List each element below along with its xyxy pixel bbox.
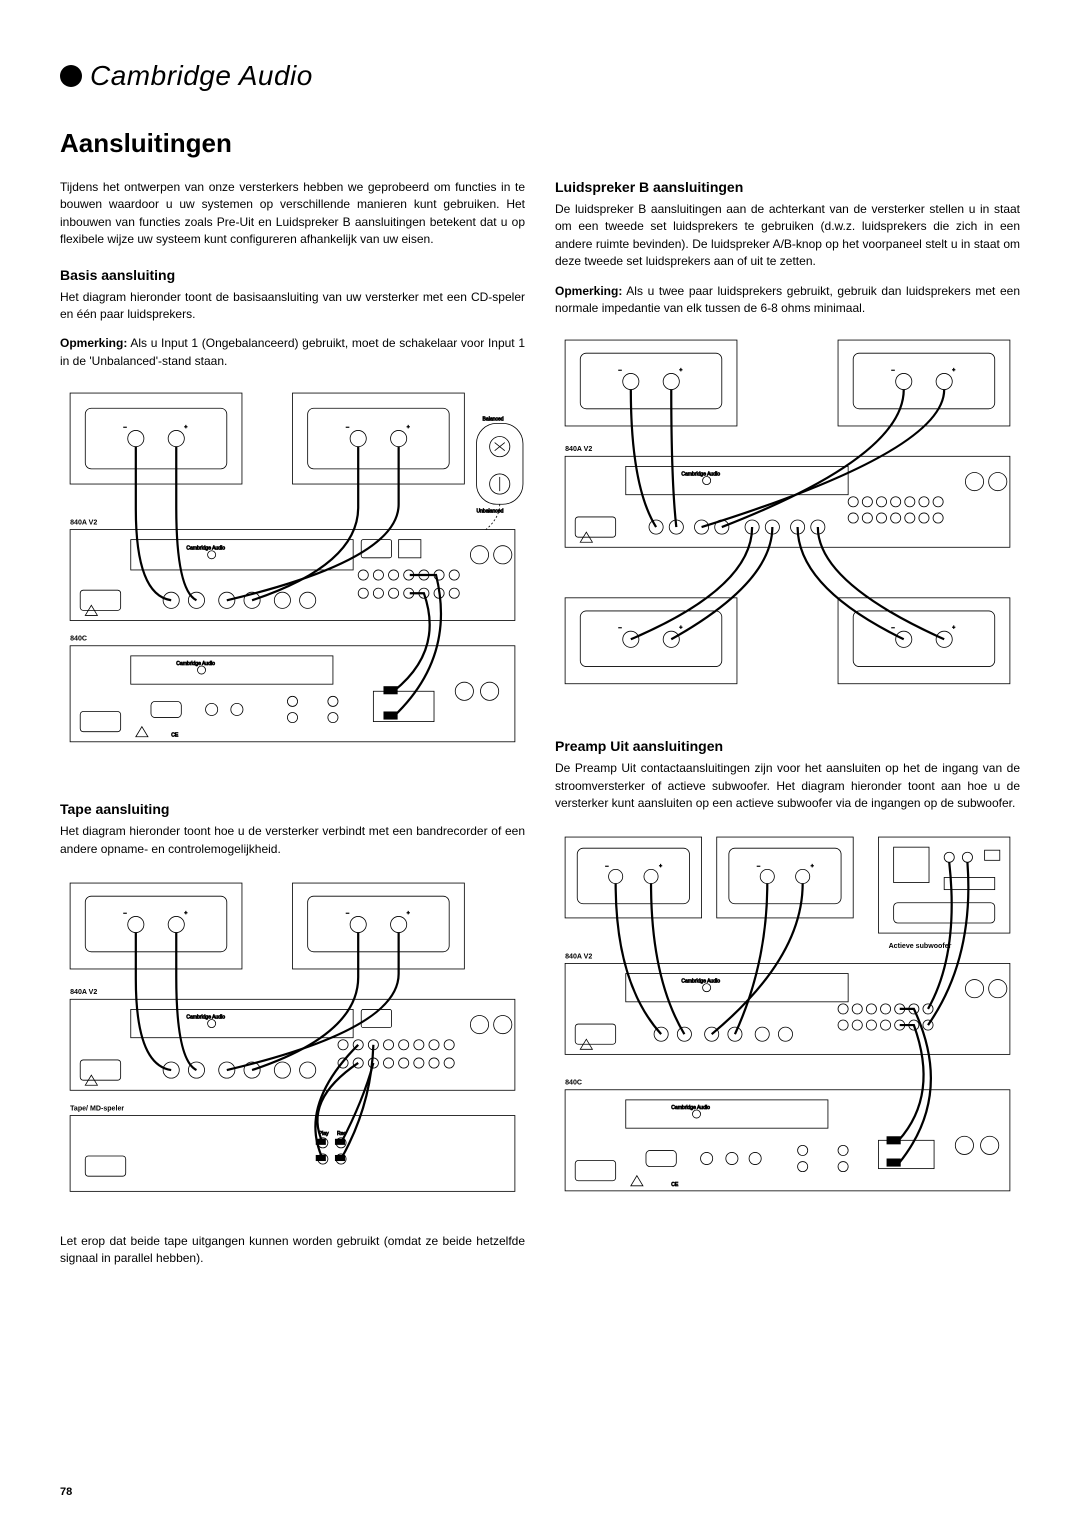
svg-text:+: + [407,425,410,431]
svg-text:CE: CE [671,1182,679,1188]
brand-name: Cambridge Audio [90,60,313,92]
tape-body: Het diagram hieronder toont hoe u de ver… [60,823,525,858]
basis-note-text: Als u Input 1 (Ongebalanceerd) gebruikt,… [60,336,525,367]
preamp-diagram: – + – + Actieve subwoofer 840A V2 [555,832,1020,1226]
svg-text:+: + [407,910,410,916]
speakerb-note-text: Als u twee paar luidsprekers gebruikt, g… [555,284,1020,315]
svg-text:–: – [124,425,127,431]
svg-text:Cambridge Audio: Cambridge Audio [681,472,720,478]
intro-paragraph: Tijdens het ontwerpen van onze versterke… [60,179,525,249]
svg-text:Cambridge Audio: Cambridge Audio [176,661,215,667]
svg-text:–: – [619,626,622,632]
cd-label-2: 840C [565,1080,582,1087]
svg-text:–: – [346,425,349,431]
svg-text:+: + [679,368,682,374]
amp-label-4: 840A V2 [565,954,592,961]
speakerb-diagram: – + – + 840A V2 Cambridge Audio [555,335,1020,699]
brand-logo-dot [60,65,82,87]
svg-text:–: – [124,910,127,916]
svg-text:+: + [952,368,955,374]
balanced-label: Balanced [483,416,504,422]
svg-text:Cambridge Audio: Cambridge Audio [681,979,720,985]
svg-text:Cambridge Audio: Cambridge Audio [671,1105,710,1111]
page-number: 78 [60,1486,72,1498]
two-column-layout: Tijdens het ontwerpen van onze versterke… [60,179,1020,1279]
svg-text:–: – [892,626,895,632]
svg-text:+: + [811,864,814,870]
svg-text:Cambridge Audio: Cambridge Audio [186,1014,225,1020]
svg-text:+: + [952,626,955,632]
svg-text:+: + [184,910,187,916]
page-title: Aansluitingen [60,128,1020,159]
speakerb-body: De luidspreker B aansluitingen aan de ac… [555,201,1020,271]
basis-body: Het diagram hieronder toont de basisaans… [60,289,525,324]
basis-note-label: Opmerking: [60,336,127,350]
svg-text:+: + [659,864,662,870]
svg-text:Cambridge Audio: Cambridge Audio [186,546,225,552]
sub-label: Actieve subwoofer [889,944,952,951]
preamp-body: De Preamp Uit contactaansluitingen zijn … [555,760,1020,812]
brand-header: Cambridge Audio [60,60,1020,92]
tape-footnote: Let erop dat beide tape uitgangen kunnen… [60,1233,525,1268]
basis-diagram: –+ –+ Balanced Unbalanced 840A V2 [60,388,525,762]
speakerb-note: Opmerking: Als u twee paar luidsprekers … [555,283,1020,318]
tape-diagram: – + – + 840A V2 Cambridge Audio [60,878,525,1212]
amp-label-2: 840A V2 [70,989,97,996]
svg-text:–: – [606,864,609,870]
cd-label-1: 840C [70,636,87,643]
svg-text:CE: CE [171,733,179,739]
speakerb-note-label: Opmerking: [555,284,622,298]
svg-text:+: + [184,425,187,431]
tape-heading: Tape aansluiting [60,801,525,817]
svg-text:–: – [757,864,760,870]
left-column: Tijdens het ontwerpen van onze versterke… [60,179,525,1279]
amp-label-1: 840A V2 [70,520,97,527]
basis-heading: Basis aansluiting [60,267,525,283]
right-column: Luidspreker B aansluitingen De luidsprek… [555,179,1020,1279]
svg-text:–: – [892,368,895,374]
speakerb-heading: Luidspreker B aansluitingen [555,179,1020,195]
basis-note: Opmerking: Als u Input 1 (Ongebalanceerd… [60,335,525,370]
svg-text:+: + [679,626,682,632]
preamp-heading: Preamp Uit aansluitingen [555,738,1020,754]
svg-text:–: – [346,910,349,916]
amp-label-3: 840A V2 [565,447,592,454]
tape-label: Tape/ MD-speler [70,1105,124,1112]
svg-text:–: – [619,368,622,374]
